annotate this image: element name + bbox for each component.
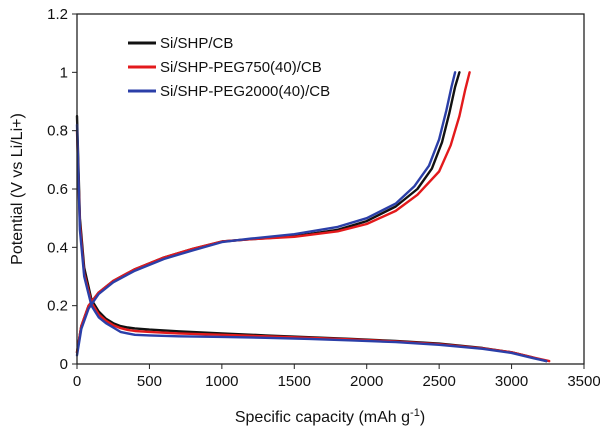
x-tick-label: 1000 (205, 373, 238, 390)
legend-label-1: Si/SHP/CB (160, 35, 233, 52)
y-tick-label: 0.2 (47, 298, 68, 315)
x-axis: 0 500 1000 1500 2000 2500 3000 3500 (73, 364, 600, 390)
x-tick-label: 3500 (567, 373, 600, 390)
y-tick-label: 0.8 (47, 123, 68, 140)
x-tick-label: 2500 (422, 373, 455, 390)
series-line-3-discharge (75, 123, 548, 363)
y-tick-label: 1 (60, 64, 68, 81)
y-tick-label: 0.6 (47, 181, 68, 198)
y-tick-label: 0 (60, 356, 68, 373)
x-tick-label: 3000 (495, 373, 528, 390)
x-axis-title-main: Specific capacity (mAh g (235, 409, 410, 426)
legend-label-3: Si/SHP-PEG2000(40)/CB (160, 83, 330, 100)
y-tick-label: 1.2 (47, 6, 68, 23)
series-line-2-charge (75, 71, 471, 354)
series-line-1-charge (75, 71, 461, 354)
x-axis-title-suffix: ) (420, 409, 425, 426)
x-tick-label: 2000 (350, 373, 383, 390)
legend: Si/SHP/CB Si/SHP-PEG750(40)/CB Si/SHP-PEG2… (128, 35, 330, 100)
x-tick-label: 500 (137, 373, 162, 390)
series-line-2-discharge (75, 129, 551, 363)
y-axis-title: Potential (V vs Li/Li+) (9, 113, 26, 265)
x-tick-label: 0 (73, 373, 81, 390)
series-line-3-charge (75, 71, 457, 357)
y-axis: 0 0.2 0.4 0.6 0.8 1 1.2 (47, 6, 77, 373)
x-tick-label: 1500 (278, 373, 311, 390)
series-line-1-discharge (75, 114, 548, 363)
legend-label-2: Si/SHP-PEG750(40)/CB (160, 59, 322, 76)
x-axis-title: Specific capacity (mAh g-1) (235, 407, 425, 426)
series-lines (75, 71, 551, 363)
y-tick-label: 0.4 (47, 239, 68, 256)
x-axis-title-superscript: -1 (410, 407, 420, 419)
